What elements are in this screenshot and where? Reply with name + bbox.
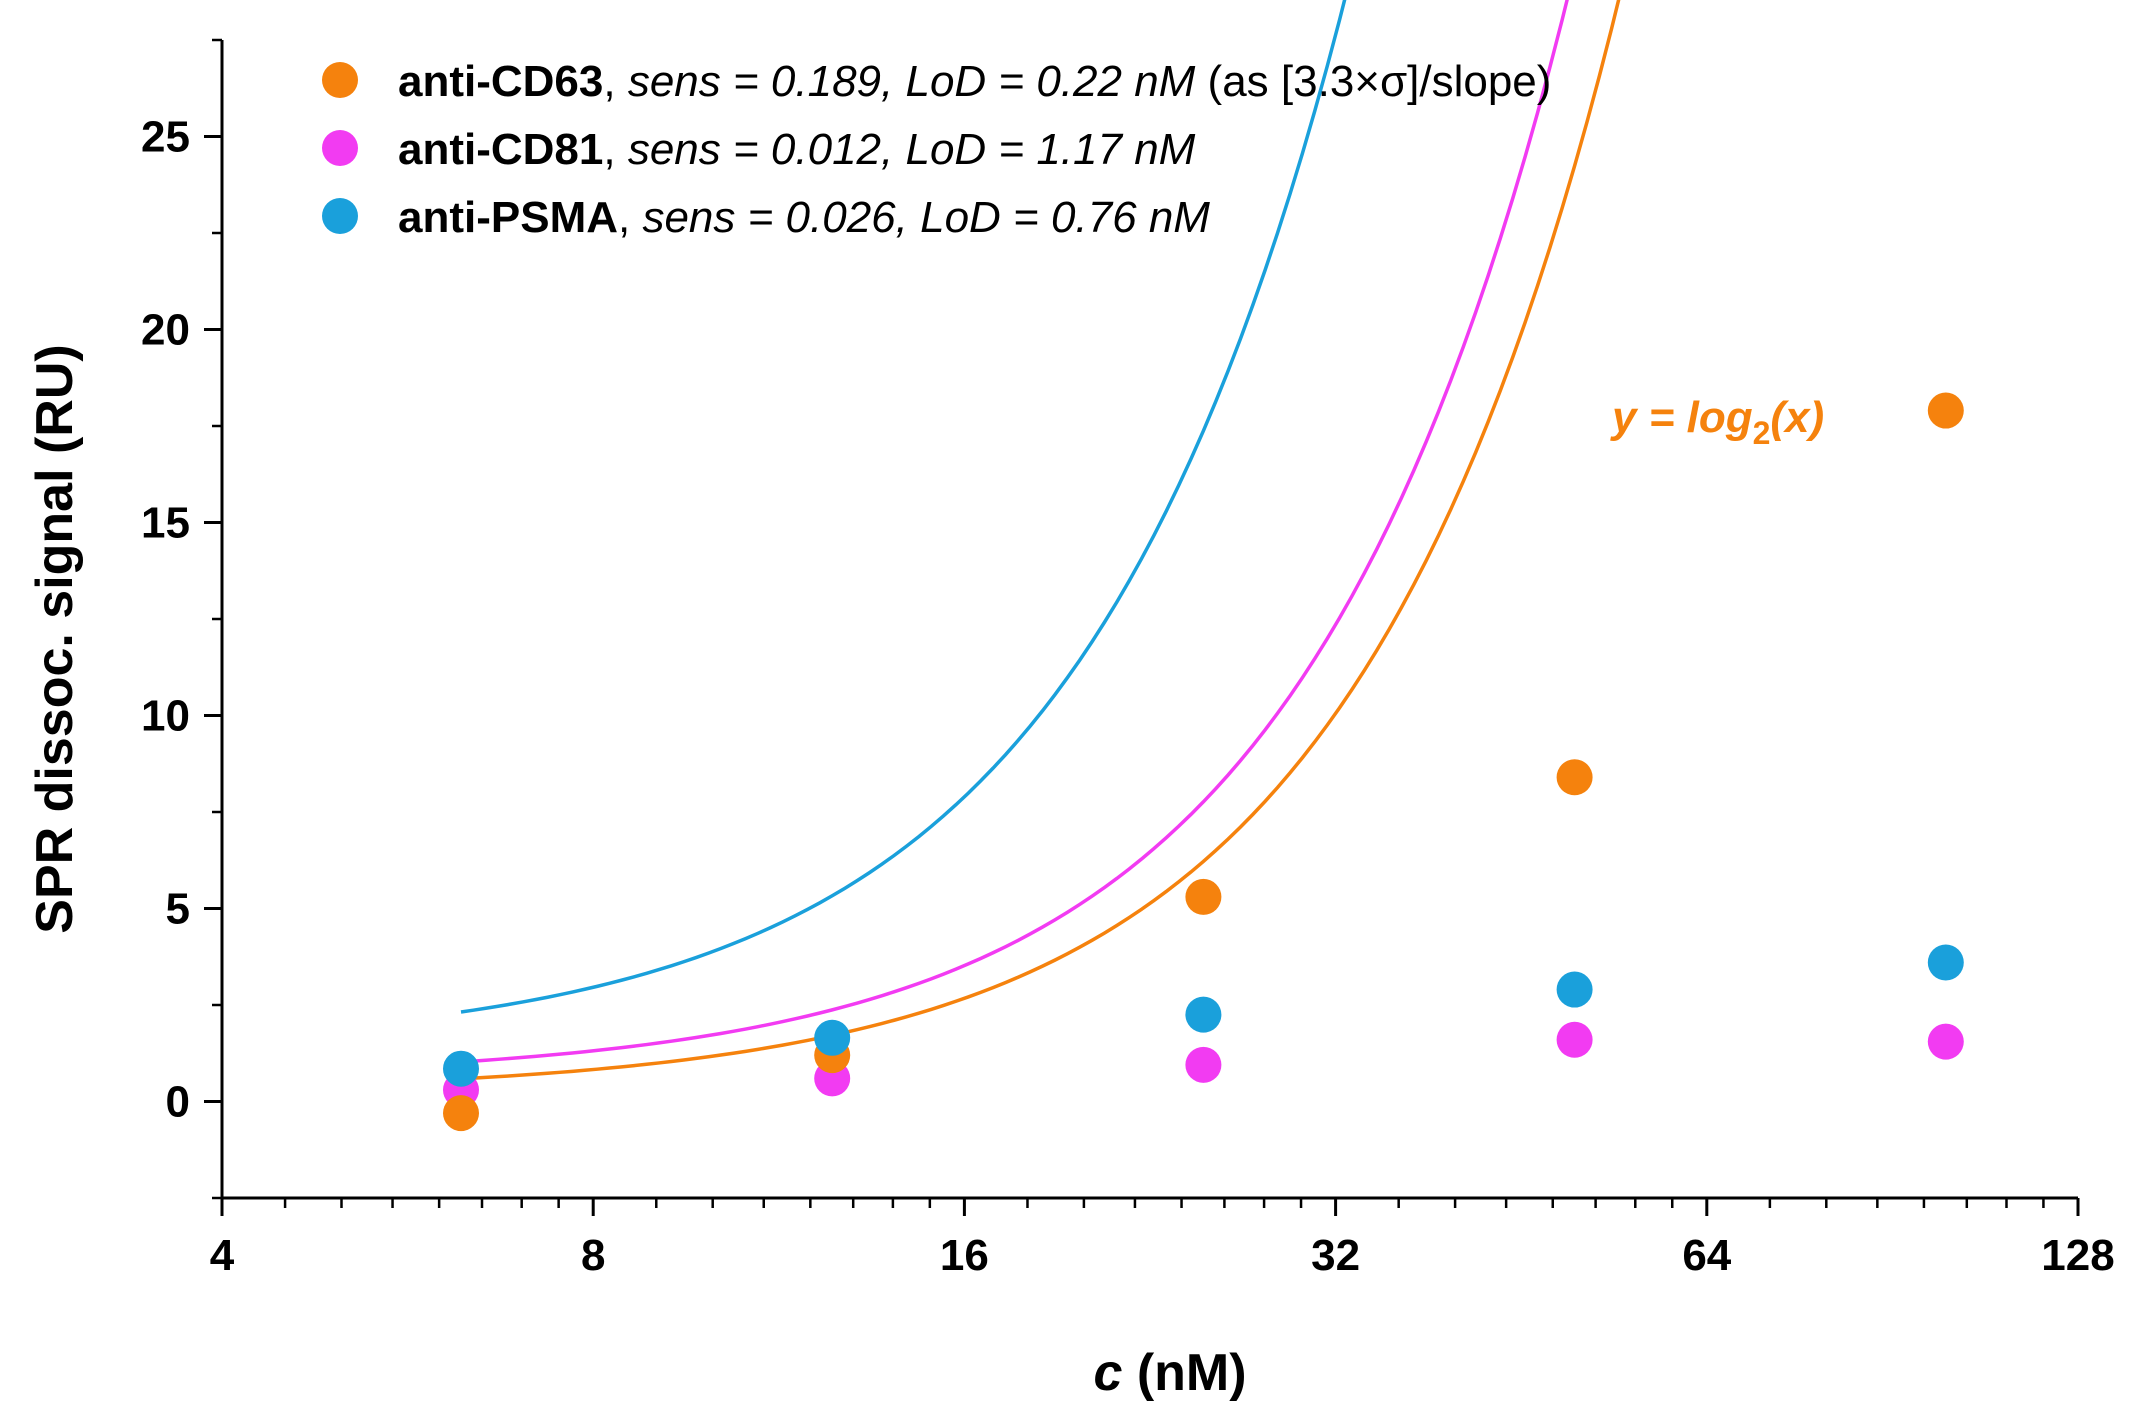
x-tick-label: 64 — [1682, 1231, 1731, 1280]
x-axis-unit: (nM) — [1122, 1344, 1246, 1402]
data-point-anti-CD63 — [442, 1095, 479, 1132]
legend-marker-anti-CD81 — [322, 130, 358, 166]
legend-marker-anti-PSMA — [322, 198, 358, 234]
legend-name: anti-CD81 — [398, 125, 603, 174]
x-tick-label: 128 — [2041, 1231, 2114, 1280]
data-point-anti-PSMA — [1556, 971, 1593, 1008]
legend-separator: , — [603, 125, 627, 174]
legend-name: anti-PSMA — [398, 193, 618, 242]
x-axis-var: c — [1093, 1344, 1122, 1402]
x-tick-label: 32 — [1311, 1231, 1360, 1280]
data-point-anti-CD81 — [1556, 1021, 1593, 1058]
fit-curve-anti-CD63 — [460, 0, 1621, 1081]
data-point-anti-PSMA — [1927, 944, 1964, 981]
y-tick-label: 15 — [141, 499, 190, 548]
legend-stats: sens = 0.189, LoD = 0.22 nM — [628, 57, 1196, 106]
legend-marker-anti-CD63 — [322, 62, 358, 98]
data-point-anti-PSMA — [814, 1019, 851, 1056]
y-tick-label: 10 — [141, 692, 190, 741]
x-axis-title: c (nM) — [1093, 1344, 1246, 1402]
fit-equation-subscript: 2 — [1753, 415, 1771, 451]
legend-entry-anti-CD81: anti-CD81, sens = 0.012, LoD = 1.17 nM — [398, 125, 1196, 174]
legend-entry-anti-CD63: anti-CD63, sens = 0.189, LoD = 0.22 nM (… — [398, 57, 1551, 106]
x-tick-label: 8 — [581, 1231, 605, 1280]
data-point-anti-CD63 — [1556, 759, 1593, 796]
data-point-anti-PSMA — [1185, 996, 1222, 1033]
y-axis-title: SPR dissoc. signal (RU) — [26, 344, 84, 933]
fit-equation-prefix: y = log — [1610, 393, 1753, 442]
legend-note: (as [3.3×σ]/slope) — [1195, 57, 1551, 106]
legend-stats: sens = 0.012, LoD = 1.17 nM — [628, 125, 1196, 174]
fit-curve-anti-PSMA — [460, 0, 1347, 1014]
fit-equation-label: y = log2(x) — [1610, 393, 1824, 451]
y-tick-label: 25 — [141, 113, 190, 162]
data-point-anti-CD81 — [1185, 1046, 1222, 1083]
legend-separator: , — [603, 57, 627, 106]
plot-area: 4 8 16 32 64 128 0 5 10 15 20 25 c (nM) SPR dissoc. s… — [26, 0, 2115, 1402]
data-point-anti-PSMA — [442, 1050, 479, 1087]
y-tick-label: 20 — [141, 306, 190, 355]
legend-entry-anti-PSMA: anti-PSMA, sens = 0.026, LoD = 0.76 nM — [398, 193, 1210, 242]
fit-curve-anti-CD81 — [460, 0, 1569, 1064]
data-point-anti-CD63 — [1185, 878, 1222, 915]
y-tick-label: 5 — [166, 885, 190, 934]
fit-equation-suffix: (x) — [1770, 393, 1824, 442]
data-point-anti-CD63 — [1927, 392, 1964, 429]
legend-separator: , — [618, 193, 642, 242]
x-tick-label: 16 — [940, 1231, 989, 1280]
y-tick-label: 0 — [166, 1078, 190, 1127]
data-point-anti-CD81 — [1927, 1023, 1964, 1060]
legend-name: anti-CD63 — [398, 57, 603, 106]
x-tick-label: 4 — [210, 1231, 235, 1280]
legend-stats: sens = 0.026, LoD = 0.76 nM — [642, 193, 1210, 242]
